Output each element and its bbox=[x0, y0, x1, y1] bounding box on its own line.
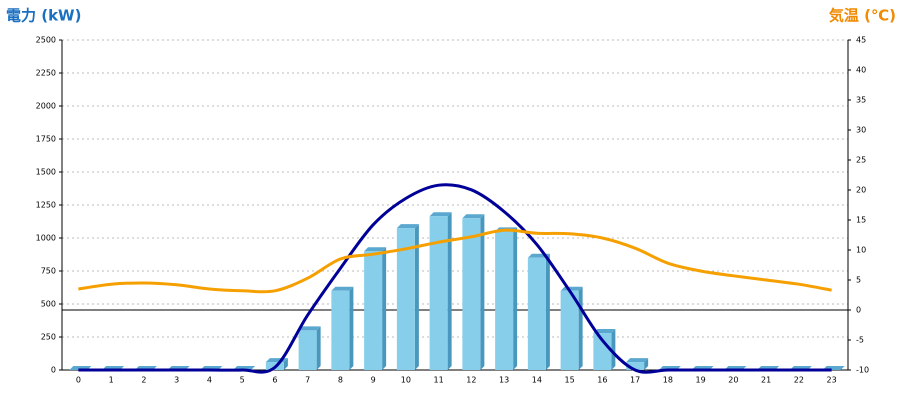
x-tick-label: 18 bbox=[663, 376, 673, 385]
bar-top bbox=[331, 286, 354, 291]
x-tick-label: 5 bbox=[240, 376, 245, 385]
x-tick-label: 6 bbox=[272, 376, 277, 385]
x-tick-label: 16 bbox=[597, 376, 607, 385]
bar bbox=[331, 290, 350, 370]
y-tick-label: 750 bbox=[41, 267, 56, 276]
x-tick-label: 4 bbox=[207, 376, 212, 385]
bar-side bbox=[349, 286, 354, 370]
x-tick-label: 17 bbox=[630, 376, 640, 385]
x-tick-label: 15 bbox=[565, 376, 575, 385]
x-tick-label: 21 bbox=[761, 376, 771, 385]
bar-top bbox=[593, 329, 616, 334]
y2-tick-label: 5 bbox=[856, 276, 861, 285]
bar-side bbox=[545, 253, 550, 370]
y-tick-label: 2500 bbox=[36, 36, 56, 45]
y2-tick-label: -5 bbox=[856, 336, 864, 345]
y-tick-label: 250 bbox=[41, 333, 56, 342]
x-tick-label: 19 bbox=[696, 376, 706, 385]
x-tick-label: 3 bbox=[174, 376, 179, 385]
y-axis-title: 電力 (kW) bbox=[6, 7, 81, 25]
y-tick-label: 1500 bbox=[36, 168, 56, 177]
x-tick-label: 12 bbox=[466, 376, 476, 385]
bar-top bbox=[429, 212, 452, 217]
x-tick-label: 1 bbox=[109, 376, 114, 385]
bar-side bbox=[644, 358, 649, 370]
bar-side bbox=[447, 212, 452, 370]
y-tick-label: 2000 bbox=[36, 102, 56, 111]
x-tick-label: 2 bbox=[141, 376, 146, 385]
x-tick-label: 23 bbox=[827, 376, 837, 385]
x-tick-label: 13 bbox=[499, 376, 509, 385]
line bbox=[78, 228, 832, 294]
x-tick-label: 9 bbox=[371, 376, 376, 385]
bar bbox=[626, 362, 645, 370]
x-tick-label: 22 bbox=[794, 376, 804, 385]
y2-tick-label: 30 bbox=[856, 126, 866, 135]
y2-tick-label: 10 bbox=[856, 246, 866, 255]
x-tick-label: 11 bbox=[434, 376, 444, 385]
bar bbox=[396, 228, 415, 370]
x-tick-label: 0 bbox=[76, 376, 81, 385]
bar bbox=[560, 290, 579, 370]
y2-tick-label: 35 bbox=[856, 96, 866, 105]
bar-top bbox=[396, 224, 419, 229]
y2-tick-label: 15 bbox=[856, 216, 866, 225]
bar bbox=[429, 216, 448, 370]
bar-side bbox=[611, 329, 616, 370]
y-tick-label: 1000 bbox=[36, 234, 56, 243]
line bbox=[78, 183, 832, 374]
y-tick-label: 500 bbox=[41, 300, 56, 309]
bar bbox=[593, 333, 612, 370]
bar-side bbox=[414, 224, 419, 370]
bar-side bbox=[578, 286, 583, 370]
y-tick-label: 1250 bbox=[36, 201, 56, 210]
y2-tick-label: 0 bbox=[856, 306, 861, 315]
bar-top bbox=[364, 247, 387, 252]
bar-side bbox=[316, 326, 321, 370]
y2-tick-label: -10 bbox=[856, 366, 869, 375]
x-tick-label: 10 bbox=[401, 376, 411, 385]
x-tick-label: 7 bbox=[305, 376, 310, 385]
y2-tick-label: 45 bbox=[856, 36, 866, 45]
x-tick-label: 20 bbox=[728, 376, 738, 385]
bar bbox=[298, 330, 317, 370]
bar-side bbox=[513, 227, 518, 370]
bar bbox=[364, 251, 383, 370]
x-tick-label: 14 bbox=[532, 376, 542, 385]
y2-tick-label: 40 bbox=[856, 66, 866, 75]
y2-axis-title: 気温 (℃) bbox=[829, 7, 896, 25]
x-tick-label: 8 bbox=[338, 376, 343, 385]
bar-top bbox=[626, 358, 649, 363]
bar-side bbox=[283, 358, 288, 370]
bar-top bbox=[298, 326, 321, 331]
y-tick-label: 0 bbox=[51, 366, 56, 375]
bar bbox=[495, 231, 514, 370]
bar-top bbox=[462, 214, 485, 219]
bar-side bbox=[480, 214, 485, 370]
y2-tick-label: 25 bbox=[856, 156, 866, 165]
y-tick-label: 2250 bbox=[36, 69, 56, 78]
bar bbox=[462, 218, 481, 370]
bar bbox=[527, 257, 546, 370]
bar-side bbox=[382, 247, 387, 370]
y-tick-label: 1750 bbox=[36, 135, 56, 144]
y2-tick-label: 20 bbox=[856, 186, 866, 195]
